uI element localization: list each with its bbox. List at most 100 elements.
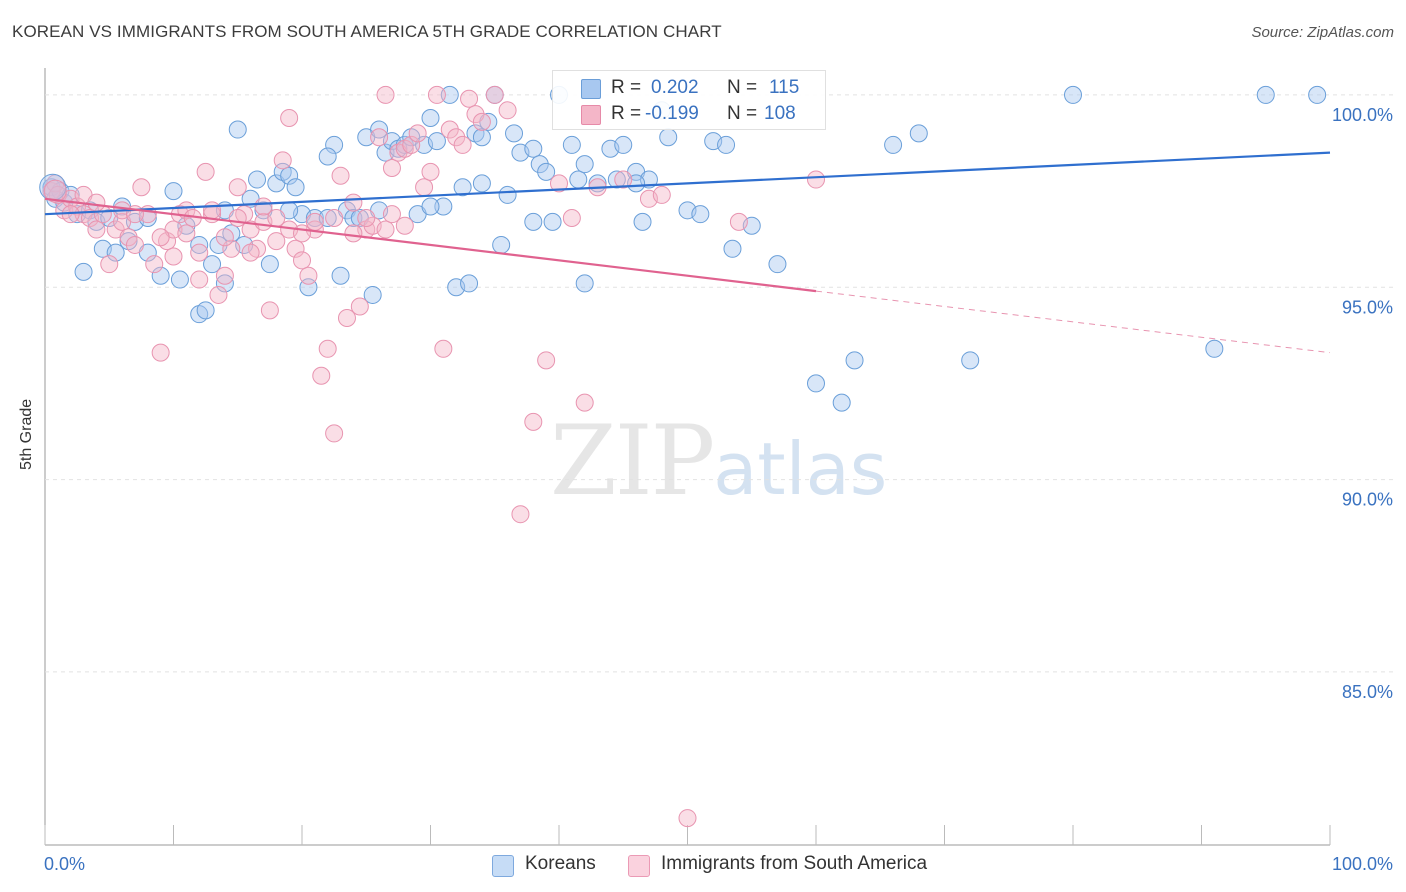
korean-point	[909, 124, 928, 143]
immigrants-trend-extension	[815, 290, 1331, 354]
korean-point	[498, 185, 517, 204]
immigrant-point	[215, 228, 234, 247]
immigrant-point	[260, 301, 279, 320]
korean-point	[575, 274, 594, 293]
koreans-legend-label: Koreans	[525, 853, 596, 874]
korean-point	[832, 393, 851, 412]
immigrant-point	[402, 135, 421, 154]
korean-point	[228, 120, 247, 139]
korean-point	[74, 262, 93, 281]
korean-point	[260, 255, 279, 274]
n-value: 115	[769, 77, 800, 98]
korean-point	[884, 135, 903, 154]
x-tick-label: 100.0%	[1332, 854, 1393, 874]
watermark: ZIPatlas	[550, 405, 887, 517]
immigrant-point	[562, 209, 581, 228]
korean-point	[280, 166, 299, 185]
immigrant-point	[344, 193, 363, 212]
n-value: 108	[764, 103, 796, 124]
immigrant-point	[344, 224, 363, 243]
immigrant-point	[575, 393, 594, 412]
r-value: -0.199	[645, 103, 699, 124]
x-tick-label: 0.0%	[44, 854, 85, 874]
korean-point	[164, 182, 183, 201]
immigrant-point	[415, 178, 434, 197]
y-tick-label: 85.0%	[1342, 682, 1393, 702]
korean-point	[203, 255, 222, 274]
stats-legend: R = 0.202 N = 115 R = -0.199 N = 108	[552, 70, 826, 130]
korean-point	[460, 274, 479, 293]
korean-point	[472, 174, 491, 193]
korean-point	[440, 85, 459, 104]
korean-point	[633, 212, 652, 231]
immigrant-point	[357, 209, 376, 228]
immigrant-point	[382, 205, 401, 224]
korean-point	[543, 212, 562, 231]
korean-point	[196, 301, 215, 320]
immigrants-legend-swatch	[628, 855, 650, 877]
immigrant-point	[87, 220, 106, 239]
korean-point	[421, 197, 440, 216]
korean-point	[845, 351, 864, 370]
immigrant-point	[729, 212, 748, 231]
y-axis-title: 5th Grade	[18, 398, 35, 470]
korean-point	[427, 132, 446, 151]
source-label: Source: ZipAtlas.com	[1251, 24, 1394, 41]
immigrant-point	[209, 285, 228, 304]
n-label: N =	[727, 103, 758, 124]
r-value: 0.202	[651, 77, 699, 98]
immigrant-point	[241, 243, 260, 262]
immigrant-point	[190, 243, 209, 262]
immigrant-point	[325, 209, 344, 228]
immigrant-point	[453, 135, 472, 154]
korean-point	[659, 128, 678, 147]
immigrant-point	[177, 224, 196, 243]
korean-point	[505, 124, 524, 143]
korean-point	[575, 155, 594, 174]
immigrant-point	[434, 339, 453, 358]
y-tick-label: 95.0%	[1342, 297, 1393, 317]
immigrant-point	[652, 185, 671, 204]
korean-point	[569, 170, 588, 189]
immigrant-point	[440, 120, 459, 139]
immigrant-point	[222, 239, 241, 258]
koreans-swatch	[581, 79, 601, 99]
korean-point	[286, 178, 305, 197]
korean-point	[151, 266, 170, 285]
immigrant-point	[164, 247, 183, 266]
korean-point	[614, 135, 633, 154]
korean-point	[768, 255, 787, 274]
korean-point	[170, 270, 189, 289]
y-tick-label: 100.0%	[1332, 105, 1393, 125]
immigrant-point	[293, 251, 311, 270]
korean-point	[530, 155, 549, 174]
immigrant-point	[325, 424, 344, 443]
korean-point	[717, 135, 736, 154]
immigrant-point	[427, 85, 446, 104]
immigrant-point	[215, 266, 234, 285]
n-label: N =	[727, 77, 758, 98]
y-tick-label: 90.0%	[1342, 490, 1393, 510]
immigrant-point	[273, 151, 292, 170]
immigrant-point	[267, 232, 286, 251]
immigrant-point	[382, 159, 401, 178]
immigrant-point	[498, 101, 517, 120]
korean-point	[1308, 85, 1327, 104]
immigrant-point	[460, 89, 479, 108]
korean-point	[1256, 85, 1275, 104]
immigrants-trend-line	[44, 197, 817, 293]
korean-point	[344, 209, 363, 228]
korean-point	[421, 109, 440, 128]
koreans-trend-line	[44, 151, 1331, 216]
stats-row-immigrants: R = -0.199 N = 108	[553, 102, 825, 128]
korean-point	[106, 243, 125, 262]
korean-point	[691, 205, 710, 224]
korean-point	[607, 170, 626, 189]
immigrant-point	[132, 178, 151, 197]
immigrant-point	[286, 239, 305, 258]
immigrant-point	[395, 216, 414, 235]
koreans-legend-swatch	[492, 855, 514, 877]
korean-point	[1205, 339, 1224, 358]
immigrant-point	[807, 170, 825, 189]
immigrant-point	[376, 220, 395, 239]
